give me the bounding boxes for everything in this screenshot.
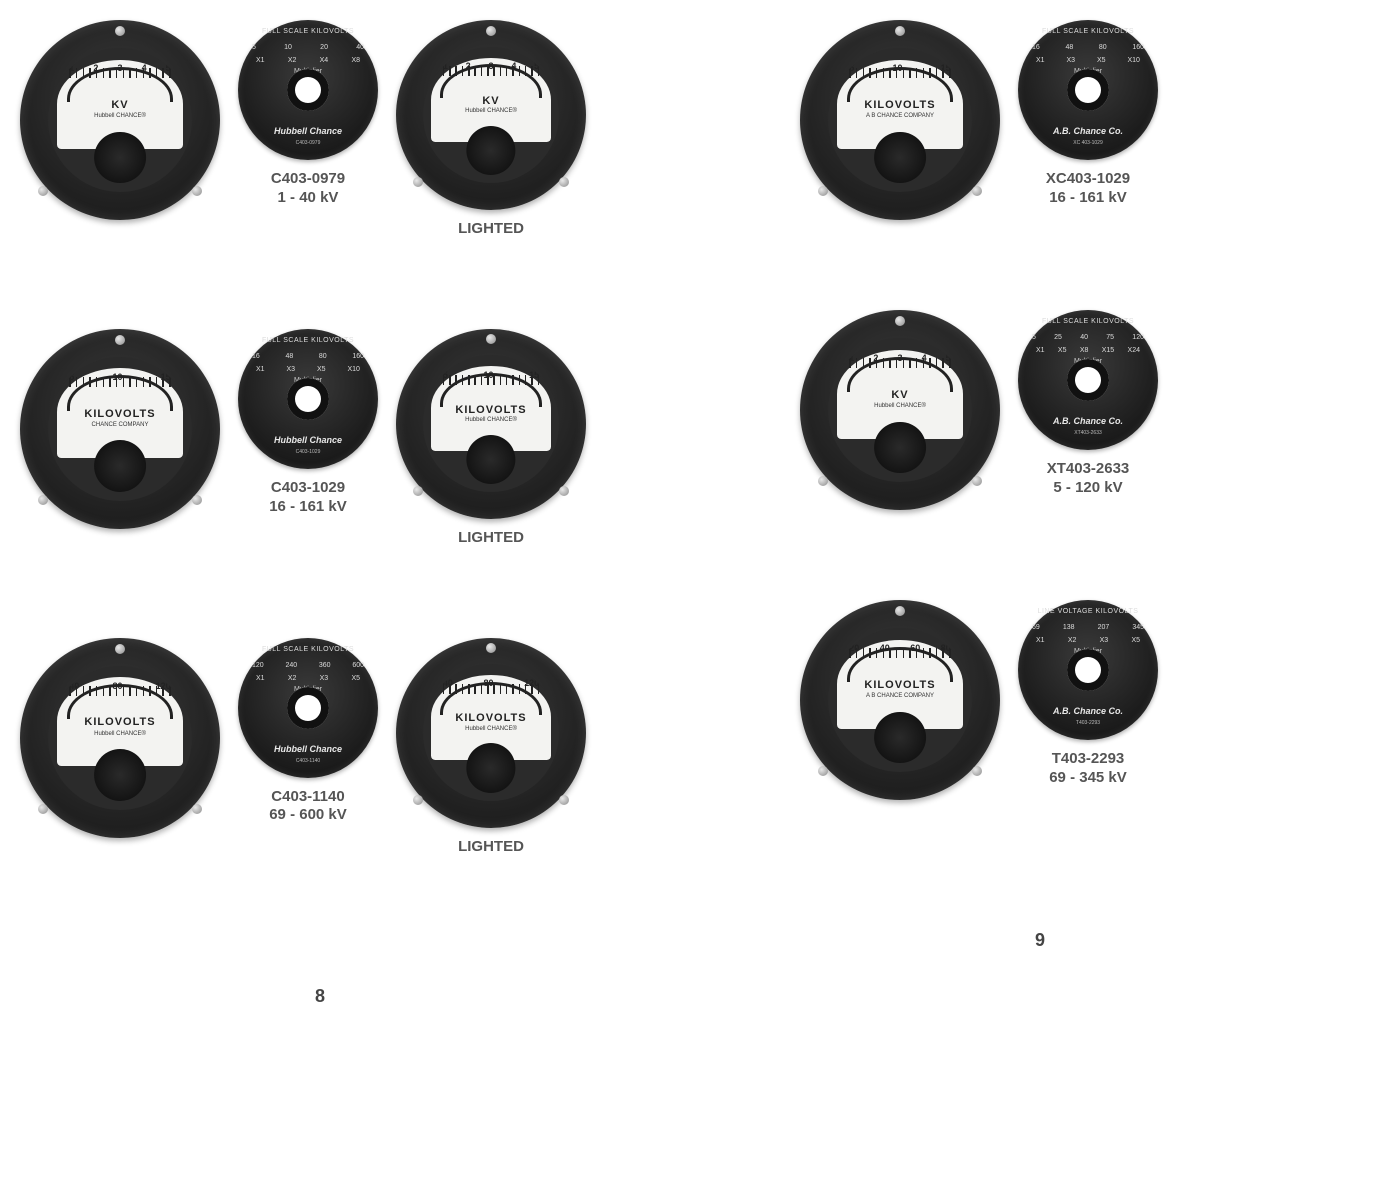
product-row: 1 2 3 4 5 KV Hubbell CHANCE® — [20, 20, 620, 239]
dial-manufacturer: Hubbell Chance — [238, 126, 378, 136]
page-number: 8 — [20, 986, 620, 1007]
product-row: 20 40 60 80 KILOVOLTS A B CHANCE COMPANY — [800, 600, 1280, 800]
analog-meter-icon: 40 80 120 KILOVOLTS Hubbell CHANCE® — [20, 638, 220, 838]
product-row: 5 10 15 KILOVOLTS A B CHANCE COMPANY — [800, 20, 1280, 220]
product-label: C403-0979 1 - 40 kV — [271, 170, 345, 208]
analog-meter-icon: 1 2 3 4 5 KV Hubbell CHANCE® — [800, 310, 1000, 510]
gauge-unit: KV — [57, 99, 184, 111]
lighted-label: LIGHTED — [458, 220, 524, 239]
product-label: XT403-2633 5 - 120 kV — [1047, 460, 1130, 498]
catalog-spread: 1 2 3 4 5 KV Hubbell CHANCE® — [20, 20, 1353, 1007]
product-row: 5 10 15 KILOVOLTS CHANCE COMPANY — [20, 329, 620, 548]
gauge-standard: 1 2 3 4 5 KV Hubbell CHANCE® — [20, 20, 220, 220]
selector-dial-icon: FULL SCALE KILOVOLTS 5 10 20 40 X1 X2 X4… — [238, 20, 378, 160]
selector-dial-icon: FULL SCALE KILOVOLTS 5 25 40 75 120 X1 X… — [1018, 310, 1158, 450]
page-left: 1 2 3 4 5 KV Hubbell CHANCE® — [20, 20, 620, 1007]
selector-dial-icon: FULL SCALE KILOVOLTS 120 240 360 600 X1 … — [238, 638, 378, 778]
selector-dial-icon: LINE VOLTAGE KILOVOLTS 69 138 207 345 X1… — [1018, 600, 1158, 740]
dial-arc-text: FULL SCALE KILOVOLTS — [238, 28, 378, 35]
product-label: XC403-1029 16 - 161 kV — [1046, 170, 1130, 208]
product-label: T403-2293 69 - 345 kV — [1049, 750, 1127, 788]
analog-meter-icon: 40 80 120 KILOVOLTS Hubbell CHANCE® — [396, 638, 586, 828]
gauge-lighted: 1 2 3 4 5 KV Hubbell CHANCE® — [396, 20, 586, 239]
analog-meter-icon: 5 10 15 KILOVOLTS CHANCE COMPANY — [20, 329, 220, 529]
analog-meter-icon: 5 10 15 KILOVOLTS Hubbell CHANCE® — [396, 329, 586, 519]
analog-meter-icon: 1 2 3 4 5 KV Hubbell CHANCE® — [396, 20, 586, 210]
product-label: C403-1140 69 - 600 kV — [269, 788, 347, 826]
selector-dial-icon: FULL SCALE KILOVOLTS 16 48 80 160 X1 X3 … — [238, 329, 378, 469]
page-number: 9 — [800, 930, 1280, 951]
product-label: C403-1029 16 - 161 kV — [269, 479, 347, 517]
product-row: 1 2 3 4 5 KV Hubbell CHANCE® — [800, 310, 1280, 510]
page-right: 5 10 15 KILOVOLTS A B CHANCE COMPANY — [800, 20, 1280, 1007]
analog-meter-icon: 1 2 3 4 5 KV Hubbell CHANCE® — [20, 20, 220, 220]
product-row: 40 80 120 KILOVOLTS Hubbell CHANCE® — [20, 638, 620, 857]
selector-dial-icon: FULL SCALE KILOVOLTS 16 48 80 160 X1 X3 … — [1018, 20, 1158, 160]
analog-meter-icon: 5 10 15 KILOVOLTS A B CHANCE COMPANY — [800, 20, 1000, 220]
gauge-brand: Hubbell CHANCE® — [57, 113, 184, 119]
analog-meter-icon: 20 40 60 80 KILOVOLTS A B CHANCE COMPANY — [800, 600, 1000, 800]
selector-dial-cell: FULL SCALE KILOVOLTS 5 10 20 40 X1 X2 X4… — [238, 20, 378, 208]
